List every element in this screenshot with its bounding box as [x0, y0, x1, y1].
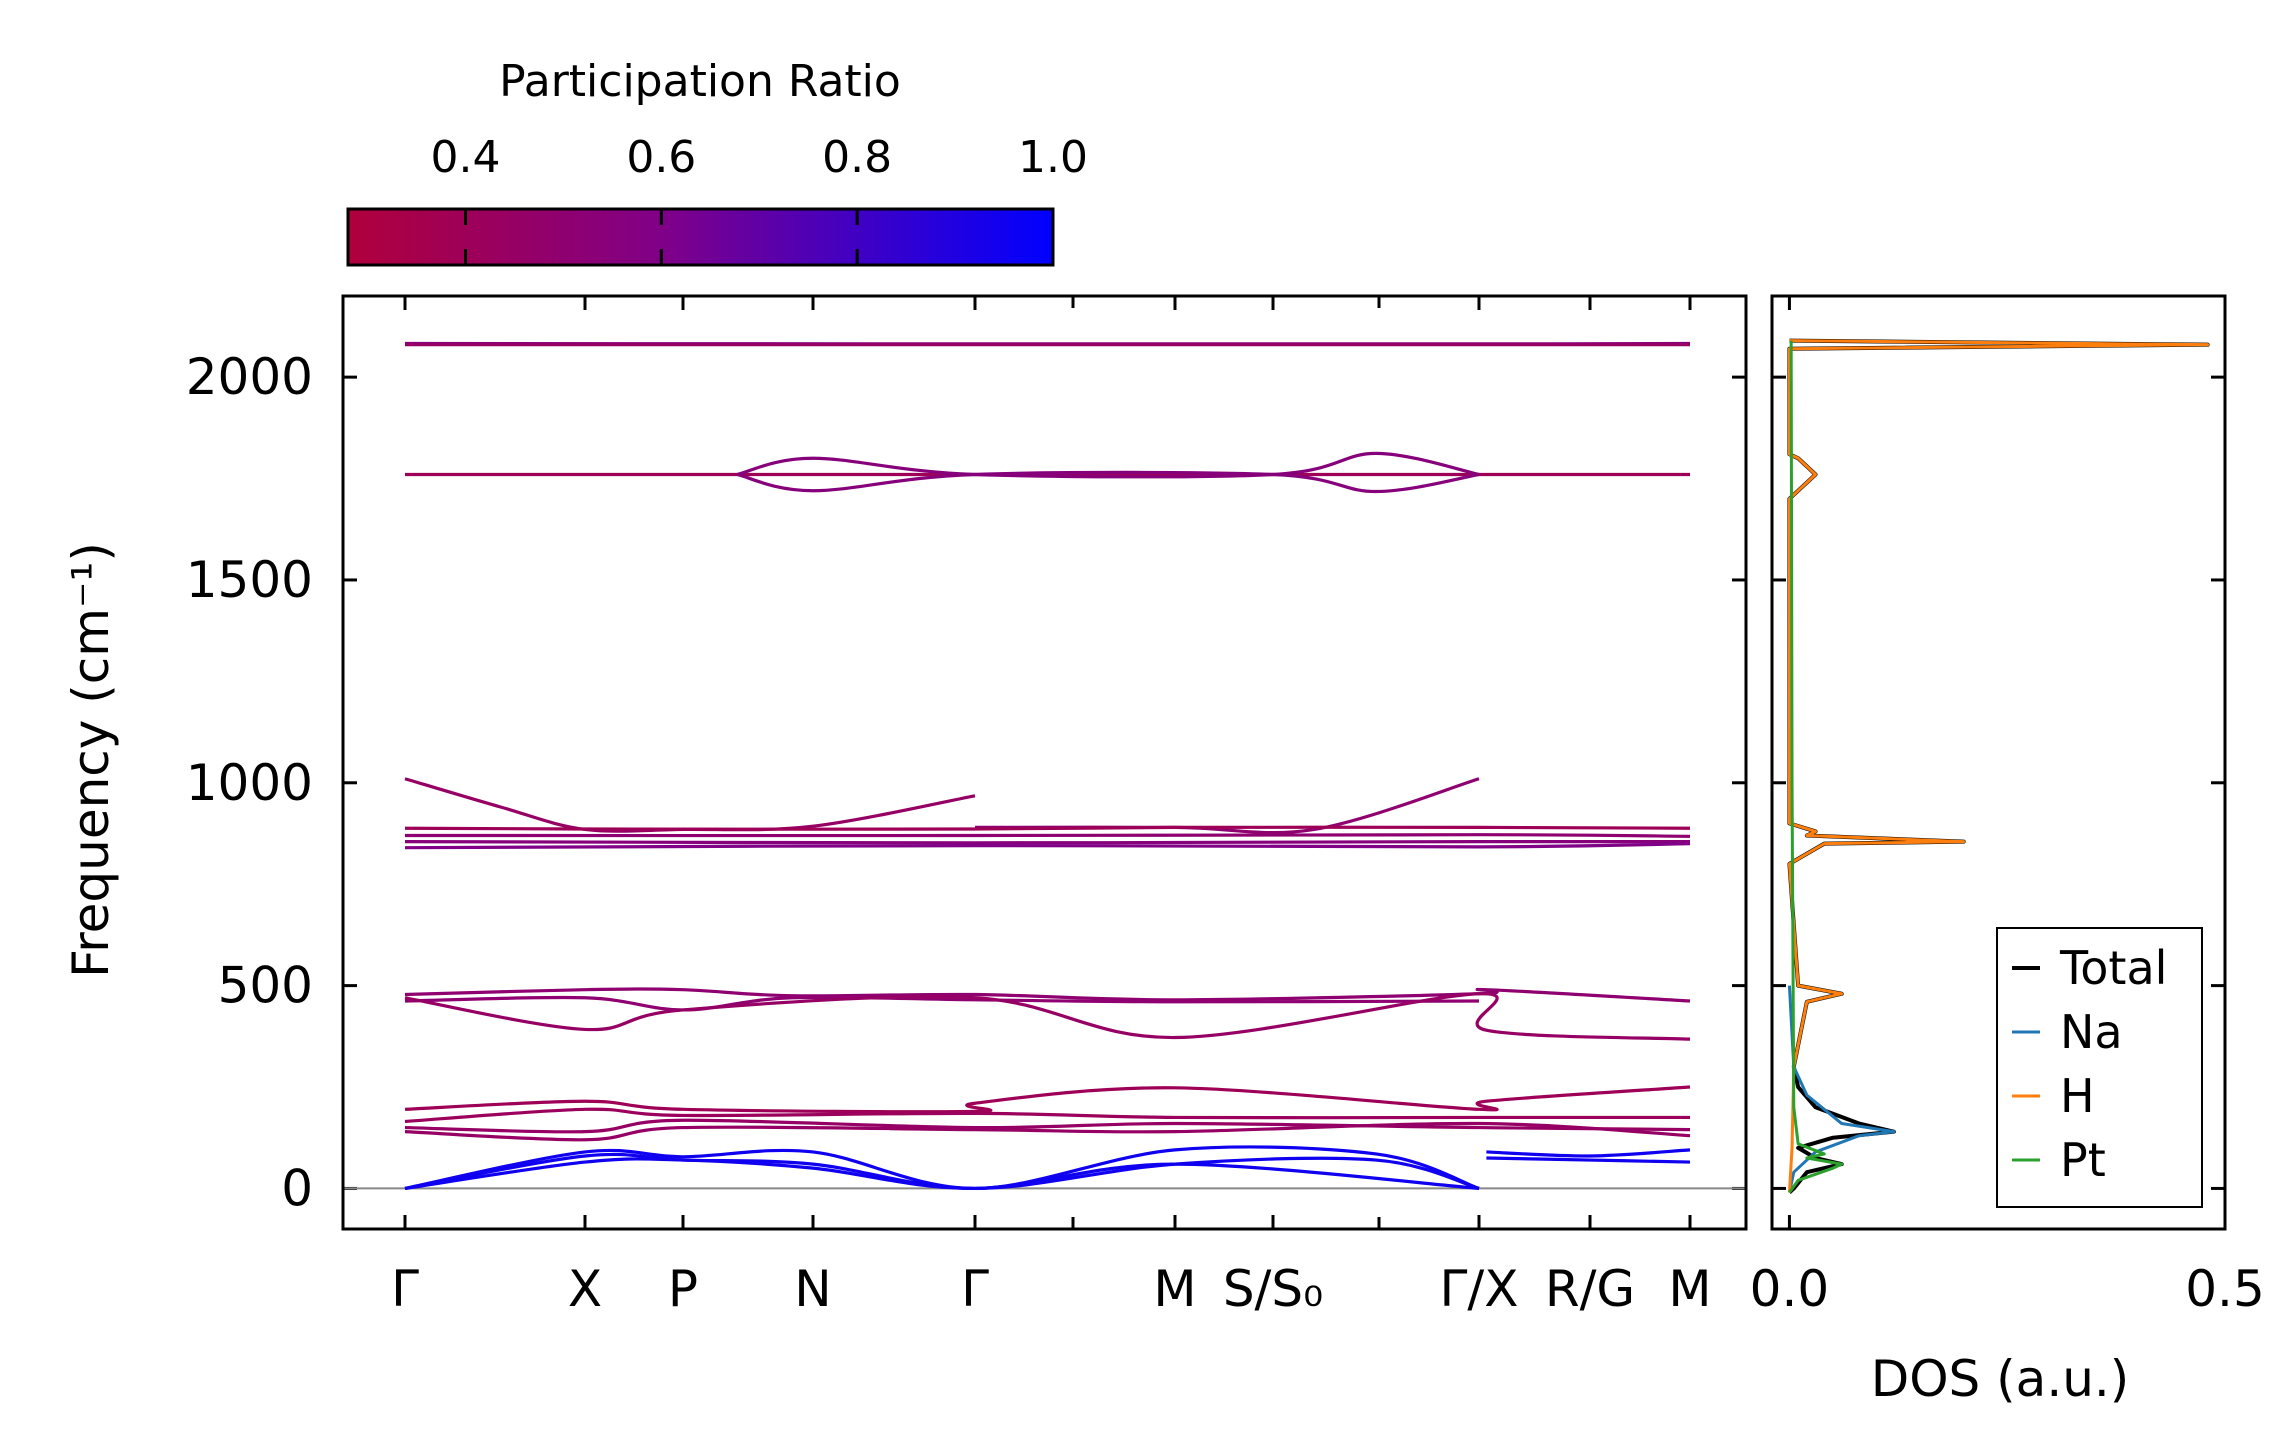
band-axes-frame: [341, 294, 1748, 1231]
phonon-band: [404, 987, 1691, 1003]
dos-x-tick-label: 0.0: [1750, 1260, 1830, 1318]
k-point-label: Γ: [961, 1260, 989, 1318]
phonon-band: [404, 1157, 1480, 1191]
phonon-band: [404, 833, 1691, 838]
phonon-band: [736, 451, 1480, 479]
k-point-label: M: [1153, 1260, 1196, 1318]
colorbar-tick-label: 0.6: [626, 132, 696, 183]
phonon-band: [1486, 1156, 1691, 1164]
phonon-band: [1486, 1148, 1691, 1158]
phonon-band: [736, 470, 1480, 494]
dos-panel: 0.0 0.5 DOS (a.u.) Total Na H Pt: [1750, 294, 2265, 1408]
y-tick-label: 500: [218, 957, 313, 1015]
legend: Total Na H Pt: [1996, 927, 2203, 1208]
y-tick-label: 2000: [186, 348, 313, 406]
colorbar-tick-label: 0.8: [822, 132, 892, 183]
legend-label: Total: [2059, 941, 2167, 995]
phonon-band: [404, 825, 1691, 831]
phonon-band: [404, 839, 1691, 845]
phonon-band: [404, 842, 1691, 850]
legend-label: H: [2060, 1069, 2095, 1123]
colorbar-tick-label: 0.4: [431, 132, 501, 183]
k-point-label: P: [668, 1260, 698, 1318]
k-point-label: R/G: [1545, 1260, 1635, 1318]
y-tick-label: 0: [281, 1159, 313, 1217]
k-point-label: Γ/X: [1440, 1260, 1519, 1318]
phonon-band: [404, 1085, 1691, 1114]
colorbar-title: Participation Ratio: [499, 56, 901, 107]
colorbar: Participation Ratio 0.4 0.6 0.8 1.0: [346, 56, 1088, 267]
phonon-band: [404, 1145, 1480, 1191]
colorbar-tick-label: 1.0: [1018, 132, 1088, 183]
x-axis-title: DOS (a.u.): [1871, 1350, 2130, 1408]
k-point-label: X: [568, 1260, 602, 1318]
band-structure-panel: 0 500 1000 1500 2000 Γ X P N Γ M S/S₀ Γ/X R/G M Frequ…: [62, 294, 1748, 1318]
y-axis-title: Frequency (cm⁻¹): [62, 542, 120, 978]
dos-x-tick-label: 0.5: [2185, 1260, 2265, 1318]
phonon-band: [404, 992, 1691, 1041]
dos-axes-frame: [1770, 294, 2227, 1231]
legend-label: Na: [2060, 1005, 2123, 1059]
phonon-band: [974, 777, 1480, 835]
k-point-label: N: [794, 1260, 831, 1318]
y-tick-label: 1500: [186, 551, 313, 609]
k-point-label: M: [1668, 1260, 1711, 1318]
y-tick-label: 1000: [186, 754, 313, 812]
phonon-band: [404, 1118, 1691, 1134]
k-point-label: S/S₀: [1223, 1260, 1323, 1318]
legend-label: Pt: [2060, 1133, 2106, 1187]
dos-line-na: [1787, 985, 1896, 1193]
dos-line-pt: [1788, 340, 1844, 1194]
k-point-label: Γ: [391, 1260, 419, 1318]
colorbar-gradient: [346, 207, 1055, 267]
phonon-band: [404, 1121, 1691, 1142]
phonon-band: [404, 995, 1480, 1012]
phonon-band: [404, 777, 976, 833]
phonon-band: [404, 1107, 1690, 1124]
